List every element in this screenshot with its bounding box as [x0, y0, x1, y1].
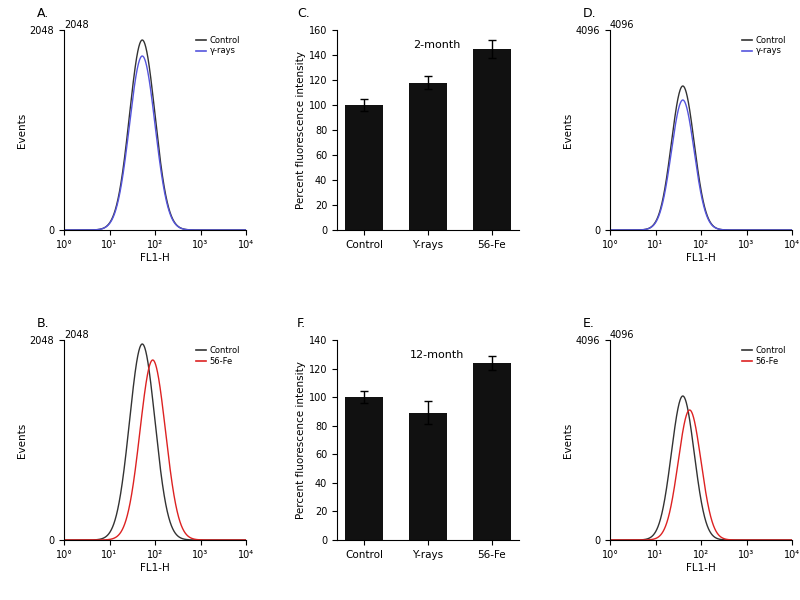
Text: A.: A. — [37, 7, 49, 20]
Text: 4096: 4096 — [610, 20, 634, 30]
Text: 2048: 2048 — [64, 330, 89, 340]
X-axis label: FL1-H: FL1-H — [140, 563, 170, 572]
Bar — [409, 413, 447, 540]
Y-axis label: Events: Events — [17, 422, 27, 458]
Text: E.: E. — [582, 317, 594, 330]
Y-axis label: Events: Events — [17, 112, 27, 148]
X-axis label: FL1-H: FL1-H — [140, 253, 170, 263]
Text: C.: C. — [297, 7, 310, 20]
Bar — [473, 49, 510, 230]
Text: 2-month: 2-month — [414, 40, 461, 50]
Y-axis label: Percent fluorescence intensity: Percent fluorescence intensity — [296, 361, 306, 519]
Text: 4096: 4096 — [610, 330, 634, 340]
Y-axis label: Events: Events — [563, 112, 573, 148]
Bar — [346, 397, 383, 540]
Legend: Control, γ-rays: Control, γ-rays — [194, 34, 242, 57]
X-axis label: FL1-H: FL1-H — [686, 253, 716, 263]
Text: 2048: 2048 — [64, 20, 89, 30]
Bar — [346, 105, 383, 230]
Bar — [409, 82, 447, 230]
Bar — [473, 363, 510, 540]
Y-axis label: Events: Events — [563, 422, 573, 458]
Text: B.: B. — [37, 317, 50, 330]
Legend: Control, 56-Fe: Control, 56-Fe — [741, 344, 788, 367]
Text: D.: D. — [582, 7, 596, 20]
Text: 12-month: 12-month — [410, 350, 464, 360]
Text: F.: F. — [297, 317, 306, 330]
Legend: Control, 56-Fe: Control, 56-Fe — [194, 344, 242, 367]
X-axis label: FL1-H: FL1-H — [686, 563, 716, 572]
Legend: Control, γ-rays: Control, γ-rays — [741, 34, 788, 57]
Y-axis label: Percent fluorescence intensity: Percent fluorescence intensity — [296, 51, 306, 209]
